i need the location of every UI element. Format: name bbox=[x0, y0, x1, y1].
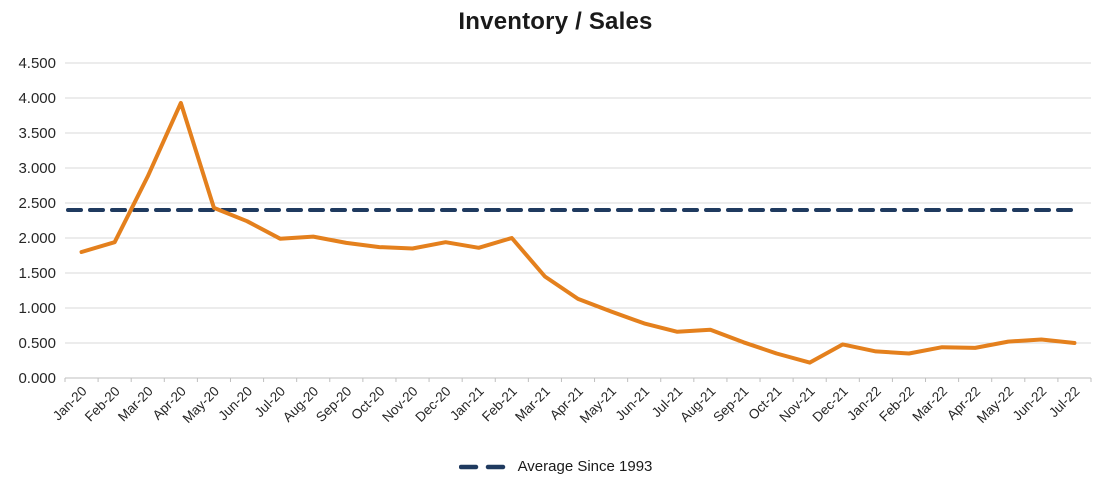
y-axis-tick-label: 0.000 bbox=[18, 370, 56, 387]
legend: Average Since 1993 bbox=[0, 458, 1111, 475]
x-axis-tick-label: Dec-20 bbox=[412, 384, 453, 425]
x-axis-tick-label: Mar-22 bbox=[909, 384, 950, 425]
x-axis-tick-label: Jun-22 bbox=[1010, 384, 1050, 424]
x-axis-tick-label: Aug-21 bbox=[677, 384, 718, 425]
x-axis-tick-label: Aug-20 bbox=[280, 384, 321, 425]
inventory-sales-line bbox=[79, 100, 1077, 365]
x-axis-tick-label: Jul-22 bbox=[1046, 384, 1083, 421]
x-axis-tick-label: Jun-21 bbox=[613, 384, 653, 424]
y-axis-tick-label: 0.500 bbox=[18, 335, 56, 352]
x-axis-tick-label: May-22 bbox=[974, 384, 1016, 426]
legend-average-label: Average Since 1993 bbox=[517, 458, 653, 475]
x-axis-tick-label: Jan-22 bbox=[844, 384, 884, 424]
x-axis-tick-label: Mar-20 bbox=[115, 384, 156, 425]
y-axis-tick-label: 2.500 bbox=[18, 195, 56, 212]
x-axis-tick-label: May-21 bbox=[577, 384, 619, 426]
chart-title: Inventory / Sales bbox=[458, 8, 653, 35]
x-axis-tick-label: May-20 bbox=[180, 384, 222, 426]
y-axis-tick-label: 3.500 bbox=[18, 125, 56, 142]
x-axis-tick-label: Feb-20 bbox=[82, 384, 123, 425]
x-axis-tick-label: Feb-22 bbox=[876, 384, 917, 425]
x-axis-tick-label: Dec-21 bbox=[810, 384, 851, 425]
y-axis-tick-label: 1.500 bbox=[18, 265, 56, 282]
x-axis-tick-label: Sep-21 bbox=[710, 384, 751, 425]
x-axis-tick-label: Nov-21 bbox=[776, 384, 817, 425]
legend-average-dash-icon bbox=[458, 464, 509, 469]
y-axis-tick-label: 2.000 bbox=[18, 230, 56, 247]
y-axis-tick-label: 1.000 bbox=[18, 300, 56, 317]
x-axis-tick-label: Nov-20 bbox=[379, 384, 420, 425]
y-axis-tick-label: 4.000 bbox=[18, 90, 56, 107]
x-axis-tick-label: Jan-21 bbox=[447, 384, 487, 424]
x-axis-tick-label: Jun-20 bbox=[215, 384, 255, 424]
x-axis-tick-label: Feb-21 bbox=[479, 384, 520, 425]
x-axis-tick-label: Mar-21 bbox=[512, 384, 553, 425]
y-axis-tick-label: 3.000 bbox=[18, 160, 56, 177]
x-axis-tick-label: Sep-20 bbox=[313, 384, 354, 425]
x-axis-tick-label: Jan-20 bbox=[50, 384, 90, 424]
y-axis-tick-label: 4.500 bbox=[18, 55, 56, 72]
